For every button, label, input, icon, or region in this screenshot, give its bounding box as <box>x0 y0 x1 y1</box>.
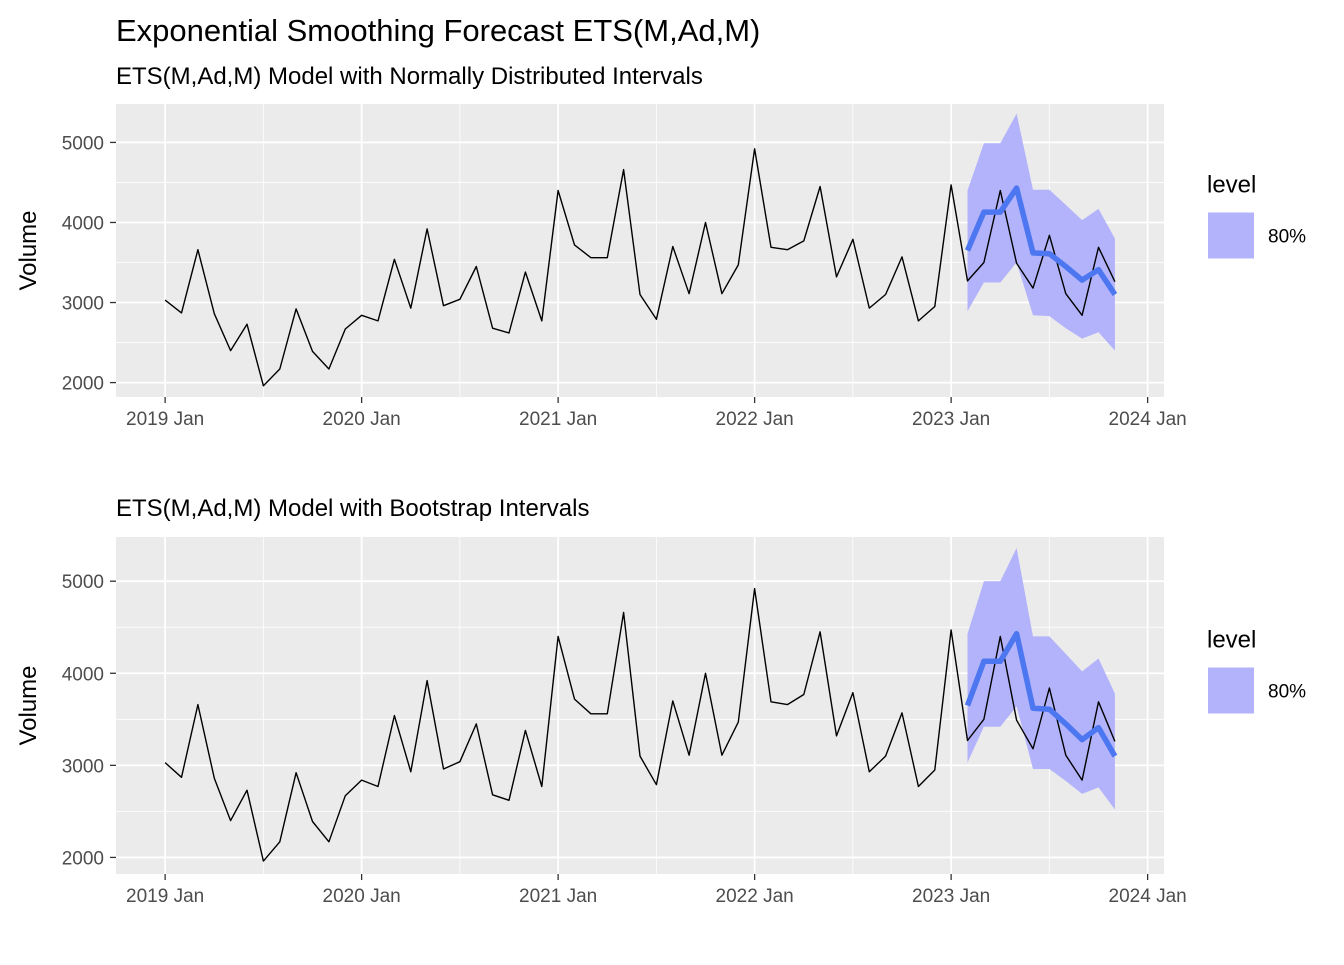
chart-title: Exponential Smoothing Forecast ETS(M,Ad,… <box>116 13 760 48</box>
interval-ribbon-80 <box>967 113 1115 351</box>
legend-swatch <box>1208 667 1254 714</box>
chart-subtitle: ETS(M,Ad,M) Model with Bootstrap Interva… <box>116 495 589 522</box>
legend-title: level <box>1207 627 1256 654</box>
y-tick-label: 2000 <box>62 848 104 869</box>
x-tick-label: 2020 Jan <box>323 886 401 907</box>
legend-label: 80% <box>1268 227 1306 248</box>
chart-panel-2: ETS(M,Ad,M) Model with Bootstrap Interva… <box>15 495 1306 907</box>
actual-series-line <box>164 587 1116 862</box>
interval-ribbon-80 <box>967 548 1115 810</box>
y-tick-label: 4000 <box>62 213 104 234</box>
legend-label: 80% <box>1268 682 1306 703</box>
forecast-mean-line <box>964 630 1118 758</box>
chart-panel-1: ETS(M,Ad,M) Model with Normally Distribu… <box>15 63 1306 430</box>
y-axis-title: Volume <box>15 665 42 745</box>
legend-title: level <box>1207 172 1256 199</box>
actual-series-line <box>164 148 1116 387</box>
x-tick-label: 2021 Jan <box>519 886 597 907</box>
x-tick-label: 2019 Jan <box>126 409 204 430</box>
x-tick-label: 2024 Jan <box>1109 409 1187 430</box>
x-tick-label: 2022 Jan <box>716 409 794 430</box>
x-tick-label: 2022 Jan <box>716 886 794 907</box>
legend-swatch <box>1208 212 1254 259</box>
y-tick-label: 2000 <box>62 374 104 395</box>
chart-subtitle: ETS(M,Ad,M) Model with Normally Distribu… <box>116 63 703 90</box>
y-axis-title: Volume <box>15 210 42 290</box>
x-tick-label: 2024 Jan <box>1109 886 1187 907</box>
y-tick-label: 3000 <box>62 294 104 315</box>
y-tick-label: 5000 <box>62 133 104 154</box>
y-tick-label: 4000 <box>62 664 104 685</box>
x-tick-label: 2023 Jan <box>912 886 990 907</box>
x-tick-label: 2023 Jan <box>912 409 990 430</box>
forecast-mean-line <box>964 185 1118 297</box>
x-tick-label: 2020 Jan <box>323 409 401 430</box>
y-tick-label: 5000 <box>62 572 104 593</box>
x-tick-label: 2019 Jan <box>126 886 204 907</box>
y-tick-label: 3000 <box>62 756 104 777</box>
x-tick-label: 2021 Jan <box>519 409 597 430</box>
